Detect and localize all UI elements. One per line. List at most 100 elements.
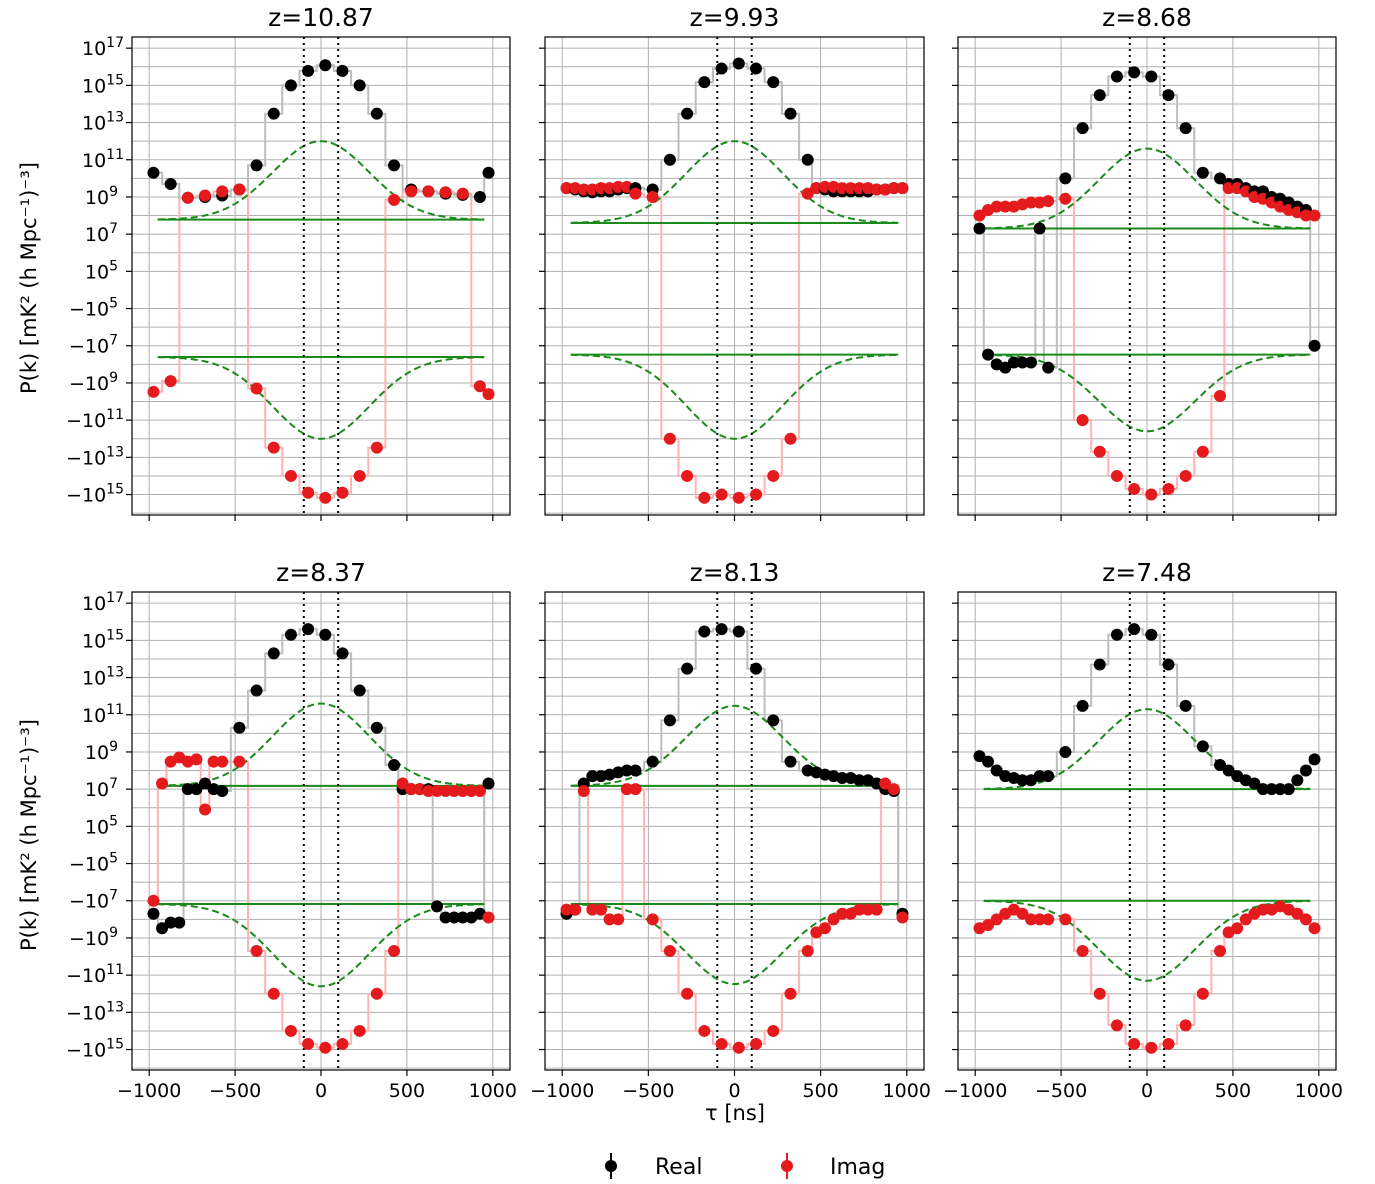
imag-point <box>1016 907 1029 920</box>
y-axis-label-bottom: P(k) [mK² (h Mpc⁻¹)⁻³] <box>17 719 41 951</box>
real-point <box>473 190 486 203</box>
imag-point <box>465 784 478 797</box>
imag-point <box>1145 488 1158 501</box>
real-point <box>370 107 383 120</box>
real-point <box>853 774 866 787</box>
panel-2: z=9.93 <box>539 3 925 521</box>
x-tick-label: 1000 <box>469 1080 517 1102</box>
x-tick-label: 0 <box>728 1080 740 1102</box>
imag-point <box>646 913 659 926</box>
model-curve-negative <box>983 900 1311 982</box>
legend-item-imag: Imag <box>781 1153 885 1180</box>
imag-point <box>267 441 280 454</box>
x-tick-label: 500 <box>803 1080 839 1102</box>
imag-point <box>1308 209 1321 222</box>
x-axis-label: τ [ns] <box>705 1101 765 1125</box>
real-point <box>767 76 780 89</box>
real-point <box>302 64 315 77</box>
imag-point <box>1076 414 1089 427</box>
real-point <box>1016 774 1029 787</box>
imag-point <box>973 209 986 222</box>
imag-point <box>319 1041 332 1054</box>
imag-point <box>388 944 401 957</box>
real-point <box>1145 70 1158 83</box>
imag-point <box>818 922 831 935</box>
real-point <box>156 922 169 935</box>
imag-point <box>1110 469 1123 482</box>
y-tick-label: 1011 <box>82 147 124 172</box>
imag-point <box>990 200 1003 213</box>
real-point <box>1308 753 1321 766</box>
legend-item-real: Real <box>605 1153 702 1180</box>
real-point <box>1282 783 1295 796</box>
real-point <box>1033 222 1046 235</box>
x-tick-label: 1000 <box>883 1080 931 1102</box>
imag-point <box>732 1041 745 1054</box>
imag-point <box>767 1024 780 1037</box>
real-point <box>1059 745 1072 758</box>
real-point <box>801 153 814 166</box>
imag-point <box>207 755 220 768</box>
imag-point <box>302 486 315 499</box>
real-point <box>1007 356 1020 369</box>
imag-point <box>560 903 573 916</box>
real-point <box>750 62 763 75</box>
imag-point <box>164 375 177 388</box>
y-tick-label: −1015 <box>66 1037 124 1062</box>
imag-point <box>181 191 194 204</box>
real-point <box>663 714 676 727</box>
imag-point <box>784 432 797 445</box>
legend-imag-marker <box>781 1160 793 1172</box>
real-point <box>698 76 711 89</box>
panel-title: z=9.93 <box>690 3 780 32</box>
real-point <box>1016 356 1029 369</box>
real-point <box>1265 783 1278 796</box>
real-point <box>250 684 263 697</box>
model-curve-negative <box>157 903 485 988</box>
real-point <box>284 79 297 92</box>
real-point <box>370 721 383 734</box>
x-tick-label: −1000 <box>943 1080 1007 1102</box>
real-point <box>164 177 177 190</box>
real-point <box>388 159 401 172</box>
imag-point <box>853 903 866 916</box>
real-point <box>1299 764 1312 777</box>
imag-point <box>284 469 297 482</box>
imag-point <box>1196 445 1209 458</box>
imag-point <box>370 987 383 1000</box>
real-point <box>448 911 461 924</box>
real-point <box>1093 89 1106 102</box>
imag-point <box>732 491 745 504</box>
real-point <box>681 107 694 120</box>
imag-point <box>1093 445 1106 458</box>
imag-point <box>887 783 900 796</box>
imag-point <box>827 913 840 926</box>
x-tick-label: −500 <box>209 1080 261 1102</box>
imag-point <box>1033 913 1046 926</box>
y-tick-label: 105 <box>85 258 118 283</box>
x-tick-label: −500 <box>1035 1080 1087 1102</box>
grid <box>132 592 510 1070</box>
x-tick-label: −500 <box>622 1080 674 1102</box>
imag-point <box>302 1037 315 1050</box>
grid <box>545 37 924 515</box>
imag-point <box>870 903 883 916</box>
real-point <box>1042 770 1055 783</box>
legend-real-label: Real <box>655 1155 702 1180</box>
imag-point <box>422 185 435 198</box>
imag-point <box>1231 922 1244 935</box>
y-tick-label: 105 <box>85 813 118 838</box>
real-point <box>750 662 763 675</box>
real-point <box>1248 777 1261 790</box>
imag-point <box>233 755 246 768</box>
imag-point <box>430 784 443 797</box>
x-tick-label: 0 <box>1141 1080 1153 1102</box>
y-tick-label: 1017 <box>82 590 124 615</box>
imag-point <box>646 190 659 203</box>
y-tick-label: −107 <box>69 888 118 913</box>
real-point <box>870 777 883 790</box>
real-point <box>836 771 849 784</box>
imag-point <box>319 491 332 504</box>
y-tick-label: 109 <box>85 739 118 764</box>
y-tick-label: −109 <box>69 370 118 395</box>
